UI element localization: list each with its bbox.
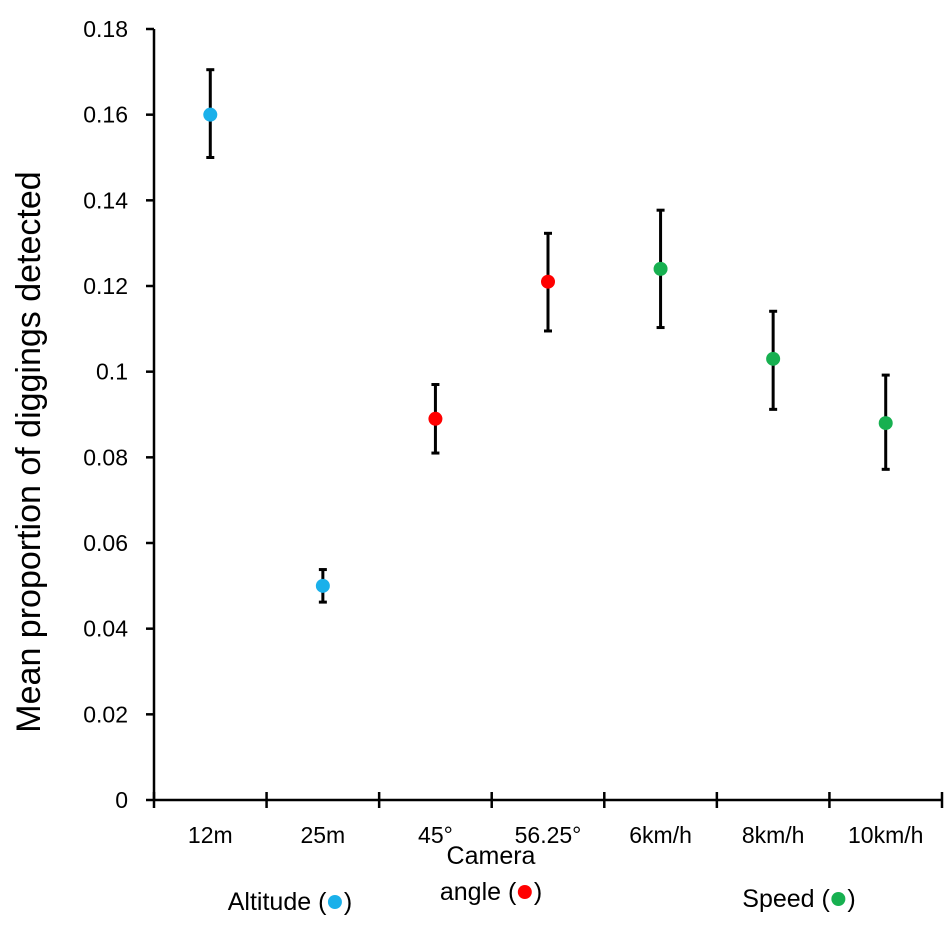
group-label-line: Speed ( ): [742, 885, 855, 913]
group-marker: [517, 885, 532, 899]
y-tick-label: 0: [115, 787, 128, 813]
data-point: [203, 107, 218, 122]
data-point: [653, 261, 668, 276]
x-tick-label: 8km/h: [742, 822, 805, 848]
y-tick-label: 0.14: [83, 187, 128, 213]
group-marker: [831, 892, 846, 906]
y-tick-label: 0.06: [83, 530, 128, 556]
x-axis: 12m 25m 45° 56.25° 6km/h 8km/h 10km/h: [152, 792, 944, 848]
data-point: [878, 416, 893, 431]
y-axis-title: Mean proportion of diggings detected: [10, 171, 48, 732]
x-tick-label: 25m: [300, 822, 345, 848]
group-label-line: Camera: [447, 842, 536, 870]
data-points: [203, 107, 893, 593]
y-tick-label: 0.18: [83, 16, 128, 42]
error-bars: [206, 68, 890, 604]
x-tick-label: 56.25°: [515, 822, 582, 848]
x-tick-label: 45°: [418, 822, 453, 848]
x-tick-label: 12m: [188, 822, 233, 848]
y-tick-label: 0.16: [83, 102, 128, 128]
y-tick-label: 0.04: [83, 616, 128, 642]
data-point: [541, 274, 555, 289]
y-tick-label: 0.12: [83, 273, 128, 299]
group-label: Speed ( ): [742, 885, 855, 913]
data-point: [766, 351, 781, 366]
y-axis: 0 0.02 0.04 0.06 0.08 0.1 0.12 0.14 0.16 0.18: [83, 16, 156, 813]
x-tick-label: 6km/h: [629, 822, 692, 848]
y-tick-label: 0.1: [96, 359, 128, 385]
group-label: Altitude ( ): [228, 888, 353, 916]
y-tick-label: 0.08: [83, 444, 128, 470]
y-tick-label: 0.02: [83, 701, 128, 727]
group-label-line: Altitude ( ): [228, 888, 353, 916]
data-point: [315, 578, 330, 593]
group-marker: [327, 895, 342, 909]
data-point: [428, 411, 443, 426]
x-tick-label: 10km/h: [848, 822, 923, 848]
